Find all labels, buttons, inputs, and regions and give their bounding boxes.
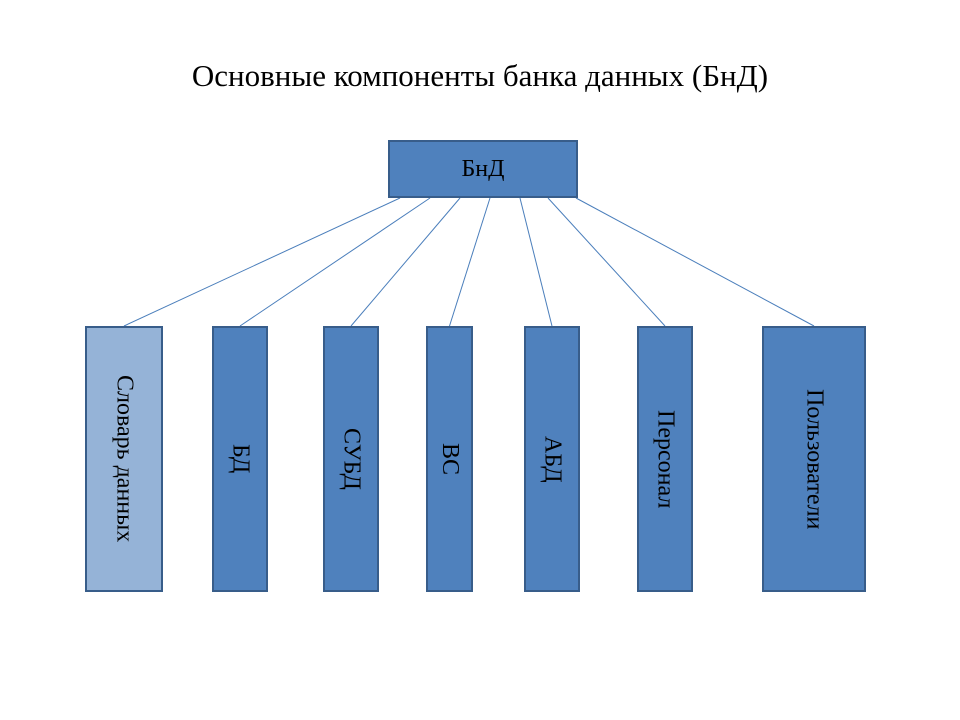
child-node-label: Пользователи xyxy=(801,389,828,529)
root-node-label: БнД xyxy=(462,156,505,183)
edge-line xyxy=(351,198,460,326)
child-node: Пользователи xyxy=(762,326,866,592)
edge-line xyxy=(548,198,665,326)
child-node: Словарь данных xyxy=(85,326,163,592)
child-node-label: ВС xyxy=(436,443,463,475)
child-node: БД xyxy=(212,326,268,592)
edge-line xyxy=(520,198,552,326)
child-node-label: АБД xyxy=(539,436,566,483)
root-node: БнД xyxy=(388,140,578,198)
page-title: Основные компоненты банка данных (БнД) xyxy=(0,58,960,94)
edge-line xyxy=(450,198,491,326)
edge-line xyxy=(240,198,430,326)
edge-line xyxy=(576,198,814,326)
child-node: СУБД xyxy=(323,326,379,592)
edge-line xyxy=(124,198,400,326)
child-node: АБД xyxy=(524,326,580,592)
child-node-label: Персонал xyxy=(652,410,679,508)
child-node-label: Словарь данных xyxy=(111,375,138,542)
child-node: Персонал xyxy=(637,326,693,592)
child-node-label: СУБД xyxy=(338,428,365,490)
child-node: ВС xyxy=(426,326,473,592)
child-node-label: БД xyxy=(227,444,254,473)
